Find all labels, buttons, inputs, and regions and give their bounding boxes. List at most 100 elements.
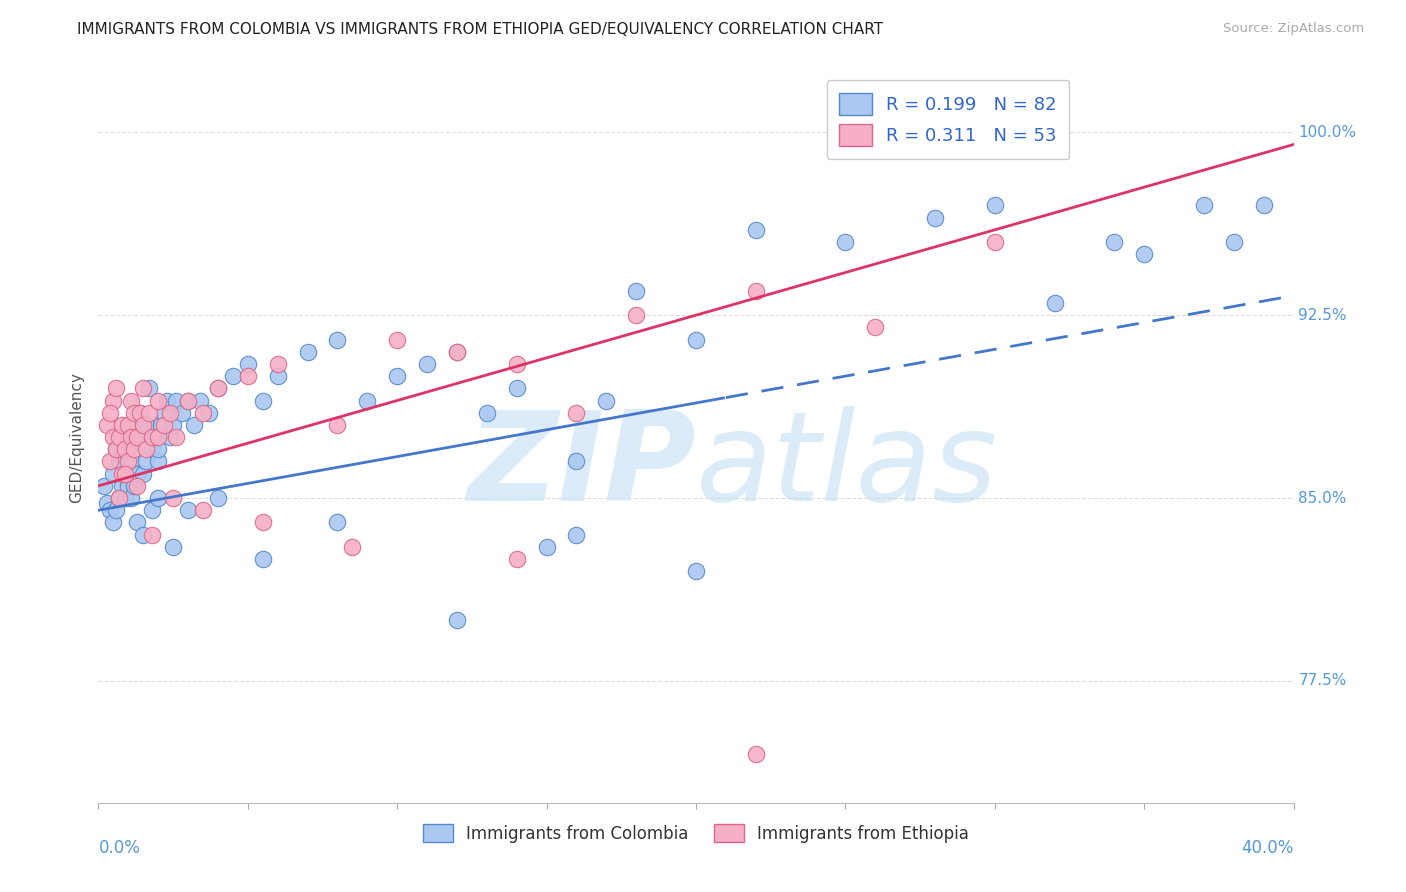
Point bbox=[183, 417, 205, 432]
Point bbox=[132, 527, 155, 541]
Point bbox=[132, 417, 155, 432]
Point bbox=[105, 503, 128, 517]
Point bbox=[108, 454, 131, 468]
Point bbox=[108, 491, 131, 505]
Point bbox=[834, 235, 856, 249]
Point bbox=[252, 393, 274, 408]
Point bbox=[356, 393, 378, 408]
Point bbox=[385, 333, 409, 347]
Point bbox=[141, 442, 163, 457]
Point bbox=[446, 613, 468, 627]
Point bbox=[135, 454, 157, 468]
Point bbox=[267, 357, 290, 371]
Point bbox=[1133, 247, 1156, 261]
Point bbox=[114, 491, 136, 505]
Point bbox=[138, 406, 160, 420]
Point bbox=[132, 467, 155, 481]
Point bbox=[117, 479, 139, 493]
Point bbox=[129, 406, 152, 420]
Point bbox=[120, 491, 142, 505]
Point bbox=[98, 454, 122, 468]
Text: Source: ZipAtlas.com: Source: ZipAtlas.com bbox=[1223, 22, 1364, 36]
Point bbox=[105, 442, 128, 457]
Point bbox=[865, 320, 887, 334]
Legend: Immigrants from Colombia, Immigrants from Ethiopia: Immigrants from Colombia, Immigrants fro… bbox=[416, 818, 976, 849]
Point bbox=[111, 417, 134, 432]
Point bbox=[565, 454, 588, 468]
Point bbox=[111, 442, 134, 457]
Point bbox=[114, 467, 136, 481]
Point bbox=[150, 417, 173, 432]
Point bbox=[446, 344, 468, 359]
Text: ZIP: ZIP bbox=[467, 406, 696, 527]
Point bbox=[385, 369, 409, 384]
Point bbox=[506, 552, 529, 566]
Point bbox=[111, 479, 134, 493]
Point bbox=[156, 393, 179, 408]
Point bbox=[127, 516, 149, 530]
Point bbox=[177, 393, 200, 408]
Point bbox=[506, 357, 529, 371]
Point bbox=[103, 430, 125, 444]
Y-axis label: GED/Equivalency: GED/Equivalency bbox=[69, 372, 84, 502]
Point bbox=[117, 442, 139, 457]
Point bbox=[159, 430, 181, 444]
Point bbox=[685, 564, 707, 578]
Point bbox=[117, 454, 139, 468]
Point bbox=[103, 467, 125, 481]
Point bbox=[177, 393, 200, 408]
Point bbox=[177, 503, 200, 517]
Point bbox=[120, 430, 142, 444]
Text: 85.0%: 85.0% bbox=[1298, 491, 1347, 506]
Point bbox=[267, 369, 290, 384]
Point bbox=[475, 406, 498, 420]
Point bbox=[153, 417, 176, 432]
Text: 40.0%: 40.0% bbox=[1241, 839, 1294, 857]
Point bbox=[446, 344, 468, 359]
Point bbox=[326, 333, 349, 347]
Text: 0.0%: 0.0% bbox=[98, 839, 141, 857]
Point bbox=[536, 540, 558, 554]
Point bbox=[162, 417, 184, 432]
Point bbox=[165, 430, 187, 444]
Point bbox=[132, 381, 155, 395]
Point bbox=[103, 516, 125, 530]
Point bbox=[105, 442, 128, 457]
Point bbox=[127, 467, 149, 481]
Point bbox=[565, 527, 588, 541]
Point bbox=[108, 430, 131, 444]
Point bbox=[252, 516, 274, 530]
Point bbox=[416, 357, 439, 371]
Point bbox=[132, 417, 155, 432]
Point bbox=[159, 406, 181, 420]
Point bbox=[626, 308, 648, 322]
Point bbox=[96, 496, 118, 510]
Point bbox=[1043, 296, 1066, 310]
Point bbox=[148, 491, 170, 505]
Point bbox=[141, 527, 163, 541]
Point bbox=[135, 442, 157, 457]
Point bbox=[162, 540, 184, 554]
Point bbox=[326, 516, 349, 530]
Point bbox=[141, 503, 163, 517]
Point bbox=[127, 430, 149, 444]
Point bbox=[1253, 198, 1275, 212]
Point bbox=[143, 430, 166, 444]
Point bbox=[326, 417, 349, 432]
Point bbox=[148, 393, 170, 408]
Text: 92.5%: 92.5% bbox=[1298, 308, 1347, 323]
Point bbox=[148, 442, 170, 457]
Point bbox=[984, 198, 1007, 212]
Point bbox=[236, 357, 259, 371]
Point bbox=[236, 369, 259, 384]
Point bbox=[103, 393, 125, 408]
Point bbox=[148, 430, 170, 444]
Point bbox=[96, 417, 118, 432]
Point bbox=[93, 479, 115, 493]
Point bbox=[188, 393, 211, 408]
Point bbox=[342, 540, 364, 554]
Point bbox=[120, 454, 142, 468]
Point bbox=[127, 479, 149, 493]
Point bbox=[105, 381, 128, 395]
Point bbox=[1104, 235, 1126, 249]
